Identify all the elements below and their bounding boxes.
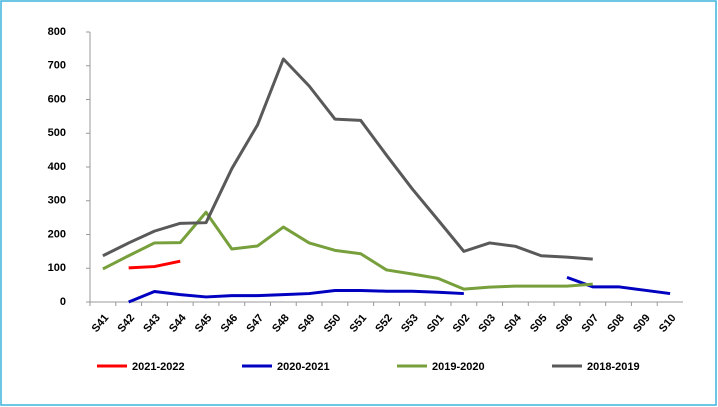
y-tick-label: 0 [60,296,66,308]
y-tick-label: 300 [48,195,66,207]
y-tick-label: 800 [48,26,66,38]
y-tick-label: 600 [48,93,66,105]
legend-label: 2019-2020 [432,361,485,373]
series-line [128,259,181,270]
y-tick-label: 400 [48,161,66,173]
series-line [102,57,593,261]
y-tick-label: 700 [48,60,66,72]
y-tick-label: 100 [48,262,66,274]
y-tick-label: 200 [48,228,66,240]
legend-label: 2021-2022 [132,361,185,373]
legend-label: 2018-2019 [587,361,640,373]
legend-label: 2020-2021 [277,361,330,373]
y-tick-label: 500 [48,127,66,139]
series-line [102,210,593,291]
